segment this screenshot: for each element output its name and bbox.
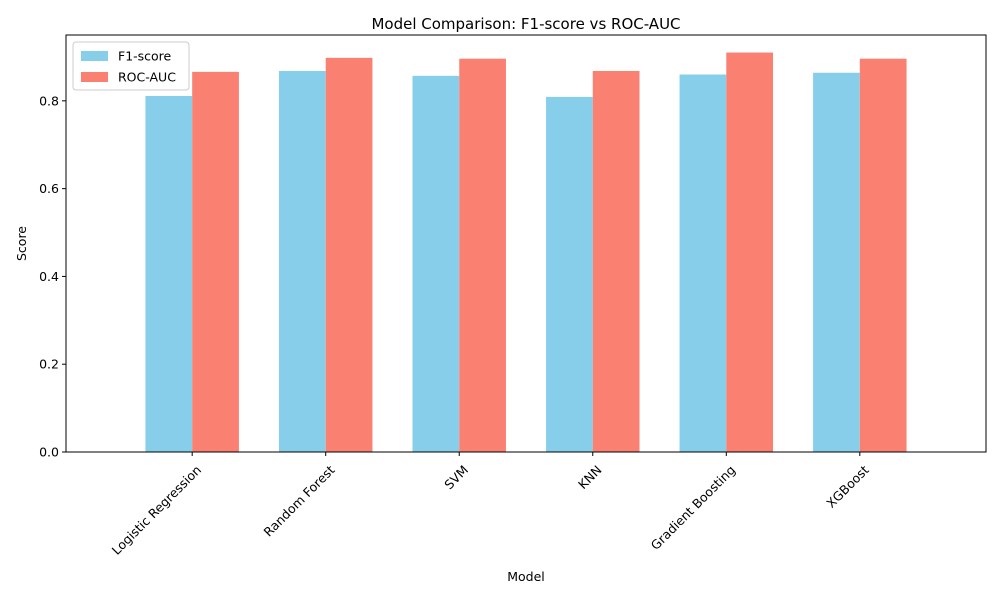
legend-label: ROC-AUC — [118, 70, 176, 85]
bar-roc-auc-random-forest — [325, 57, 373, 452]
bar-roc-auc-logistic-regression — [192, 71, 239, 453]
bar-f1-score-gradient-boosting — [679, 74, 727, 452]
x-tick-label: Logistic Regression — [109, 462, 204, 557]
y-tick-label: 0.4 — [39, 269, 59, 284]
y-tick-label: 0.2 — [39, 357, 59, 372]
legend: F1-score ROC-AUC — [72, 41, 190, 91]
chart-title: Model Comparison: F1-score vs ROC-AUC — [371, 15, 680, 33]
x-axis-label: Model — [507, 569, 545, 584]
bar-roc-auc-gradient-boosting — [726, 52, 774, 453]
x-tick-label: Random Forest — [260, 462, 337, 539]
legend-label: F1-score — [118, 49, 172, 64]
bar-roc-auc-xgboost — [859, 58, 907, 452]
legend-swatch — [81, 72, 108, 82]
bars-layer — [145, 52, 907, 453]
bar-f1-score-logistic-regression — [145, 96, 193, 452]
x-axis: Logistic Regression Random Forest SVM KNN Gr… — [109, 452, 872, 558]
legend-swatch — [81, 51, 108, 61]
y-axis-label: Score — [14, 226, 29, 261]
y-axis: 0.0 0.2 0.4 0.6 0.8 — [39, 93, 66, 460]
x-tick-label: SVM — [441, 462, 471, 492]
bar-roc-auc-svm — [459, 58, 506, 452]
y-tick-label: 0.6 — [39, 181, 59, 196]
y-tick-label: 0.0 — [39, 445, 59, 460]
x-tick-label: KNN — [575, 462, 605, 492]
x-tick-label: Gradient Boosting — [648, 462, 739, 553]
bar-roc-auc-knn — [592, 70, 640, 453]
x-tick-label: XGBoost — [823, 462, 872, 511]
bar-f1-score-random-forest — [278, 70, 326, 453]
y-tick-label: 0.8 — [39, 93, 59, 108]
plot-frame — [65, 34, 987, 453]
bar-f1-score-knn — [546, 96, 593, 452]
bar-f1-score-xgboost — [813, 72, 860, 452]
bar-f1-score-svm — [412, 75, 460, 452]
